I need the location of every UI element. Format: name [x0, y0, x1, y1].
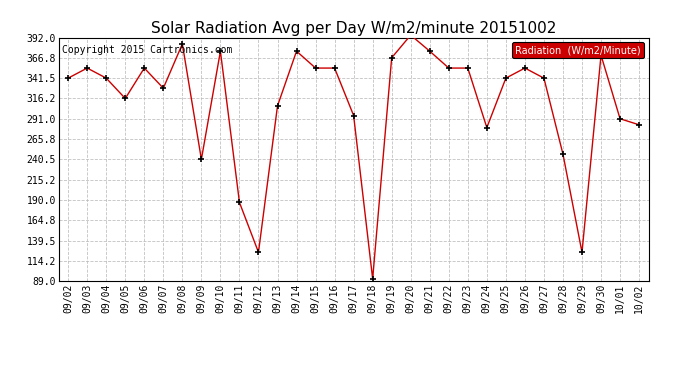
- Text: Copyright 2015 Cartronics.com: Copyright 2015 Cartronics.com: [61, 45, 232, 55]
- Title: Solar Radiation Avg per Day W/m2/minute 20151002: Solar Radiation Avg per Day W/m2/minute …: [151, 21, 556, 36]
- Legend: Radiation  (W/m2/Minute): Radiation (W/m2/Minute): [512, 42, 644, 58]
